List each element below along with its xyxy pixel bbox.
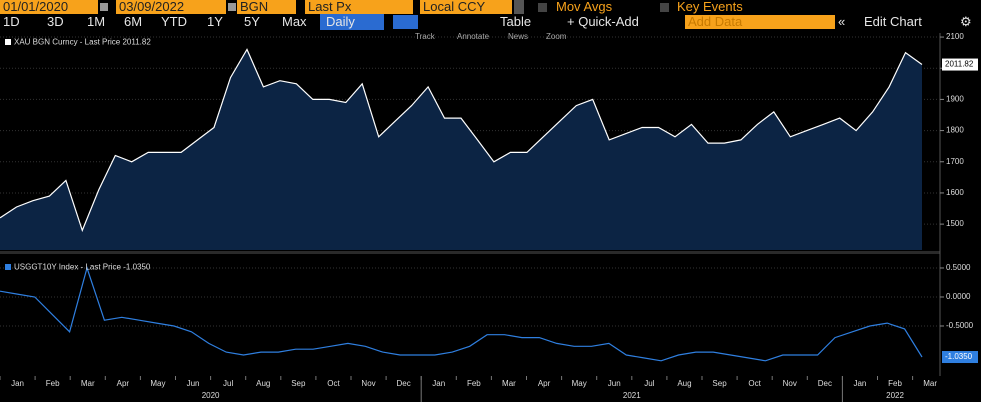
calendar-icon[interactable] xyxy=(100,3,108,11)
panel-separator xyxy=(0,251,940,254)
range-button[interactable]: 5Y xyxy=(244,14,260,29)
end-date[interactable]: 03/09/2022 xyxy=(116,0,226,14)
x-tick-label: Sep xyxy=(291,379,306,388)
legend-swatch xyxy=(5,39,11,45)
range-button[interactable]: 3D xyxy=(47,14,64,29)
x-tick-label: Nov xyxy=(783,379,797,388)
x-tick-label: Mar xyxy=(923,379,937,388)
y-tick-label: 1700 xyxy=(946,157,964,166)
edit-chart[interactable]: Edit Chart xyxy=(864,14,922,29)
start-date[interactable]: 01/01/2020 xyxy=(0,0,98,14)
frequency[interactable]: Daily xyxy=(320,14,384,30)
range-button[interactable]: 1Y xyxy=(207,14,223,29)
x-tick-label: Feb xyxy=(46,379,60,388)
x-tick-label: Jun xyxy=(187,379,200,388)
last-price-label: 2011.82 xyxy=(945,60,974,69)
x-tick-label: Jan xyxy=(11,379,24,388)
quick-add[interactable]: + Quick-Add xyxy=(567,14,639,29)
source[interactable]: BGN xyxy=(237,0,296,14)
x-tick-label: Jul xyxy=(644,379,654,388)
y-tick-label: 1600 xyxy=(946,188,964,197)
range-button[interactable]: 1D xyxy=(3,14,20,29)
x-tick-label: Nov xyxy=(361,379,375,388)
x-tick-label: Aug xyxy=(256,379,270,388)
range-button[interactable]: 6M xyxy=(124,14,143,29)
chart-type-icon[interactable] xyxy=(393,15,418,29)
line xyxy=(0,265,923,362)
x-tick-label: Feb xyxy=(888,379,902,388)
x-tick-label: Jul xyxy=(223,379,233,388)
legend-entry: USGGT10Y Index - Last Price -1.0350 xyxy=(14,263,151,272)
y-tick-label: 0.0000 xyxy=(946,292,971,301)
y-tick-label: 1900 xyxy=(946,95,964,104)
add-data[interactable]: Add Data xyxy=(685,15,835,29)
area xyxy=(0,49,922,250)
key-events[interactable]: Key Events xyxy=(677,0,743,14)
range-button[interactable]: Max xyxy=(282,14,307,29)
x-tick-label: Apr xyxy=(117,379,130,388)
y-tick-label: -0.5000 xyxy=(946,321,974,330)
tool-button[interactable]: Zoom xyxy=(546,32,567,41)
x-tick-label: Oct xyxy=(748,379,761,388)
mov-avgs[interactable]: Mov Avgs xyxy=(556,0,613,14)
tool-button[interactable]: Annotate xyxy=(457,32,490,41)
y-tick-label: 1800 xyxy=(946,126,964,135)
legend-swatch xyxy=(5,264,11,270)
x-tick-label: Jan xyxy=(432,379,445,388)
x-tick-label: Sep xyxy=(712,379,727,388)
settings-icon[interactable]: ⚙ xyxy=(960,14,972,29)
range-button[interactable]: 1M xyxy=(87,14,106,29)
year-label: 2022 xyxy=(886,391,904,400)
y-tick-label: 2100 xyxy=(946,32,964,41)
currency[interactable]: Local CCY xyxy=(420,0,512,14)
x-tick-label: Oct xyxy=(327,379,340,388)
tool-button[interactable]: News xyxy=(508,32,529,41)
legend-entry: XAU BGN Curncy - Last Price 2011.82 xyxy=(14,38,151,47)
table-button[interactable]: Table xyxy=(500,14,532,29)
field[interactable]: Last Px xyxy=(305,0,413,14)
x-tick-label: May xyxy=(150,379,165,388)
year-label: 2021 xyxy=(623,391,641,400)
x-tick-label: May xyxy=(572,379,587,388)
calendar-icon[interactable] xyxy=(228,3,236,11)
year-label: 2020 xyxy=(202,391,220,400)
collapse-icon[interactable]: « xyxy=(838,14,846,29)
checkbox[interactable] xyxy=(660,3,669,12)
x-tick-label: Feb xyxy=(467,379,481,388)
x-tick-label: Aug xyxy=(677,379,691,388)
last-price-box xyxy=(942,58,978,71)
x-tick-label: Dec xyxy=(397,379,411,388)
x-tick-label: Mar xyxy=(502,379,516,388)
tool-button[interactable]: Track xyxy=(415,32,435,41)
y-tick-label: 0.5000 xyxy=(946,263,971,272)
last-price-box xyxy=(942,351,978,364)
range-button[interactable]: YTD xyxy=(161,14,187,29)
y-tick-label: 1500 xyxy=(946,219,964,228)
checkbox[interactable] xyxy=(538,3,547,12)
x-tick-label: Jun xyxy=(608,379,621,388)
x-tick-label: Dec xyxy=(818,379,832,388)
last-price-label: -1.0350 xyxy=(945,352,973,361)
dropdown[interactable] xyxy=(514,0,524,14)
x-tick-label: Mar xyxy=(81,379,95,388)
line xyxy=(0,48,923,233)
x-tick-label: Jan xyxy=(853,379,866,388)
x-tick-label: Apr xyxy=(538,379,551,388)
